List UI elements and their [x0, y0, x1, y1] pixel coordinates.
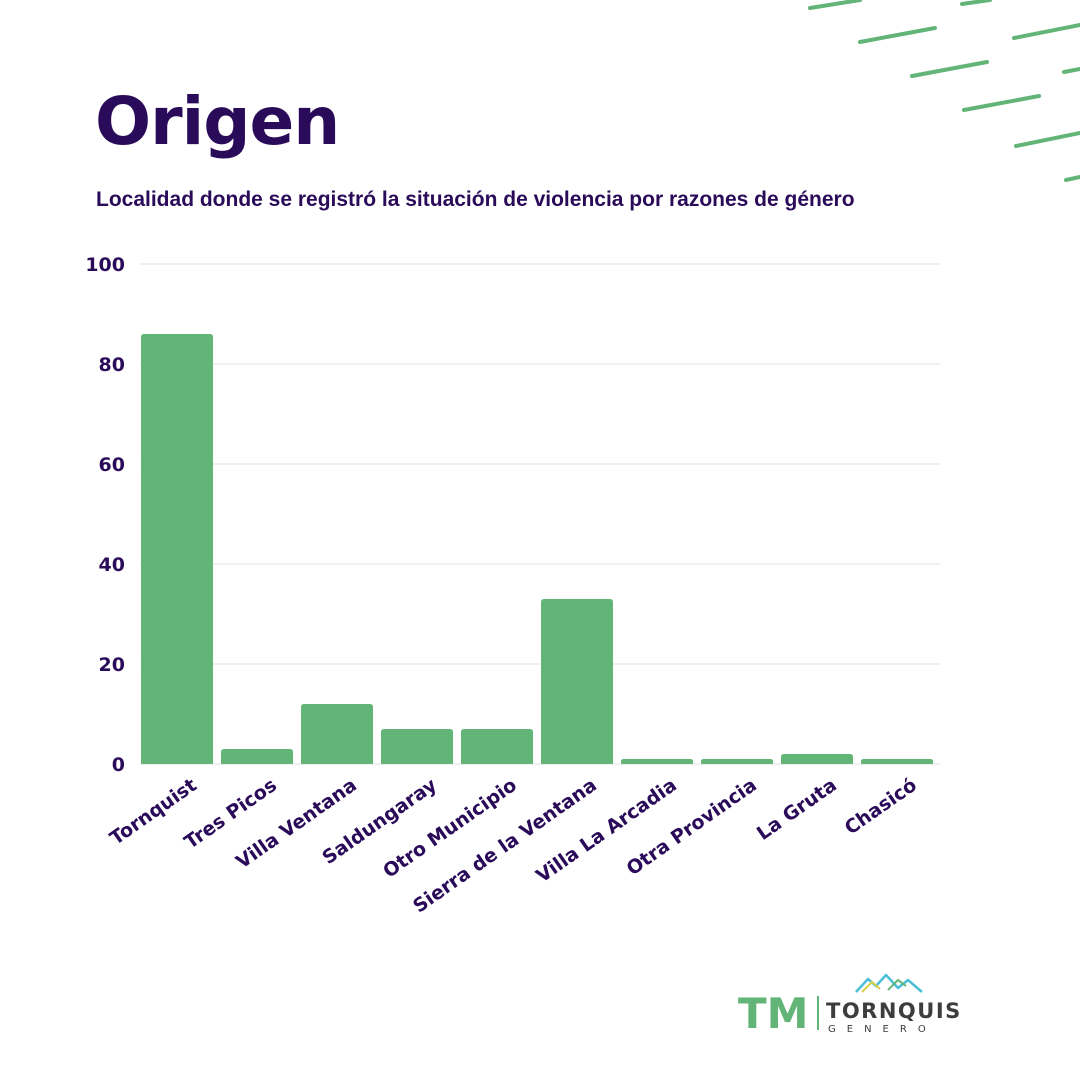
bar-sierra-de-la-ventana	[541, 599, 613, 764]
page-title: Origen	[95, 83, 340, 160]
y-tick-label: 60	[99, 454, 125, 476]
x-tick-label: Otra Provincia	[623, 774, 761, 880]
bar-villa-la-arcadia	[621, 759, 693, 764]
bar-villa-ventana	[301, 704, 373, 764]
y-tick-label: 0	[112, 754, 125, 776]
bar-chasic-	[861, 759, 933, 764]
logo-mountain-icon	[855, 973, 923, 993]
logo-name: TORNQUIST	[826, 999, 960, 1023]
y-tick-label: 20	[99, 654, 125, 676]
bars	[141, 334, 933, 764]
bar-otro-municipio	[461, 729, 533, 764]
bar-otra-provincia	[701, 759, 773, 764]
y-axis-ticks: 0 20 40 60 80 100	[85, 254, 125, 776]
x-tick-label: Chasicó	[841, 774, 921, 839]
bar-tres-picos	[221, 749, 293, 764]
y-tick-label: 80	[99, 354, 125, 376]
y-tick-label: 40	[99, 554, 125, 576]
bar-saldungaray	[381, 729, 453, 764]
tornquist-genero-logo: TM TORNQUIST GENERO	[738, 973, 960, 1036]
bar-tornquist	[141, 334, 213, 764]
y-tick-label: 100	[85, 254, 125, 276]
logo-monogram: TM	[738, 989, 808, 1036]
logo-tagline: GENERO	[828, 1024, 937, 1035]
grid-lines	[140, 263, 940, 765]
bar-la-gruta	[781, 754, 853, 764]
page-subtitle: Localidad donde se registró la situación…	[96, 188, 855, 211]
x-tick-label: La Gruta	[753, 774, 841, 845]
x-tick-label: Villa La Arcadia	[532, 774, 681, 887]
x-tick-label: Otro Municipio	[379, 774, 521, 882]
decorative-dashes	[808, 0, 1080, 182]
